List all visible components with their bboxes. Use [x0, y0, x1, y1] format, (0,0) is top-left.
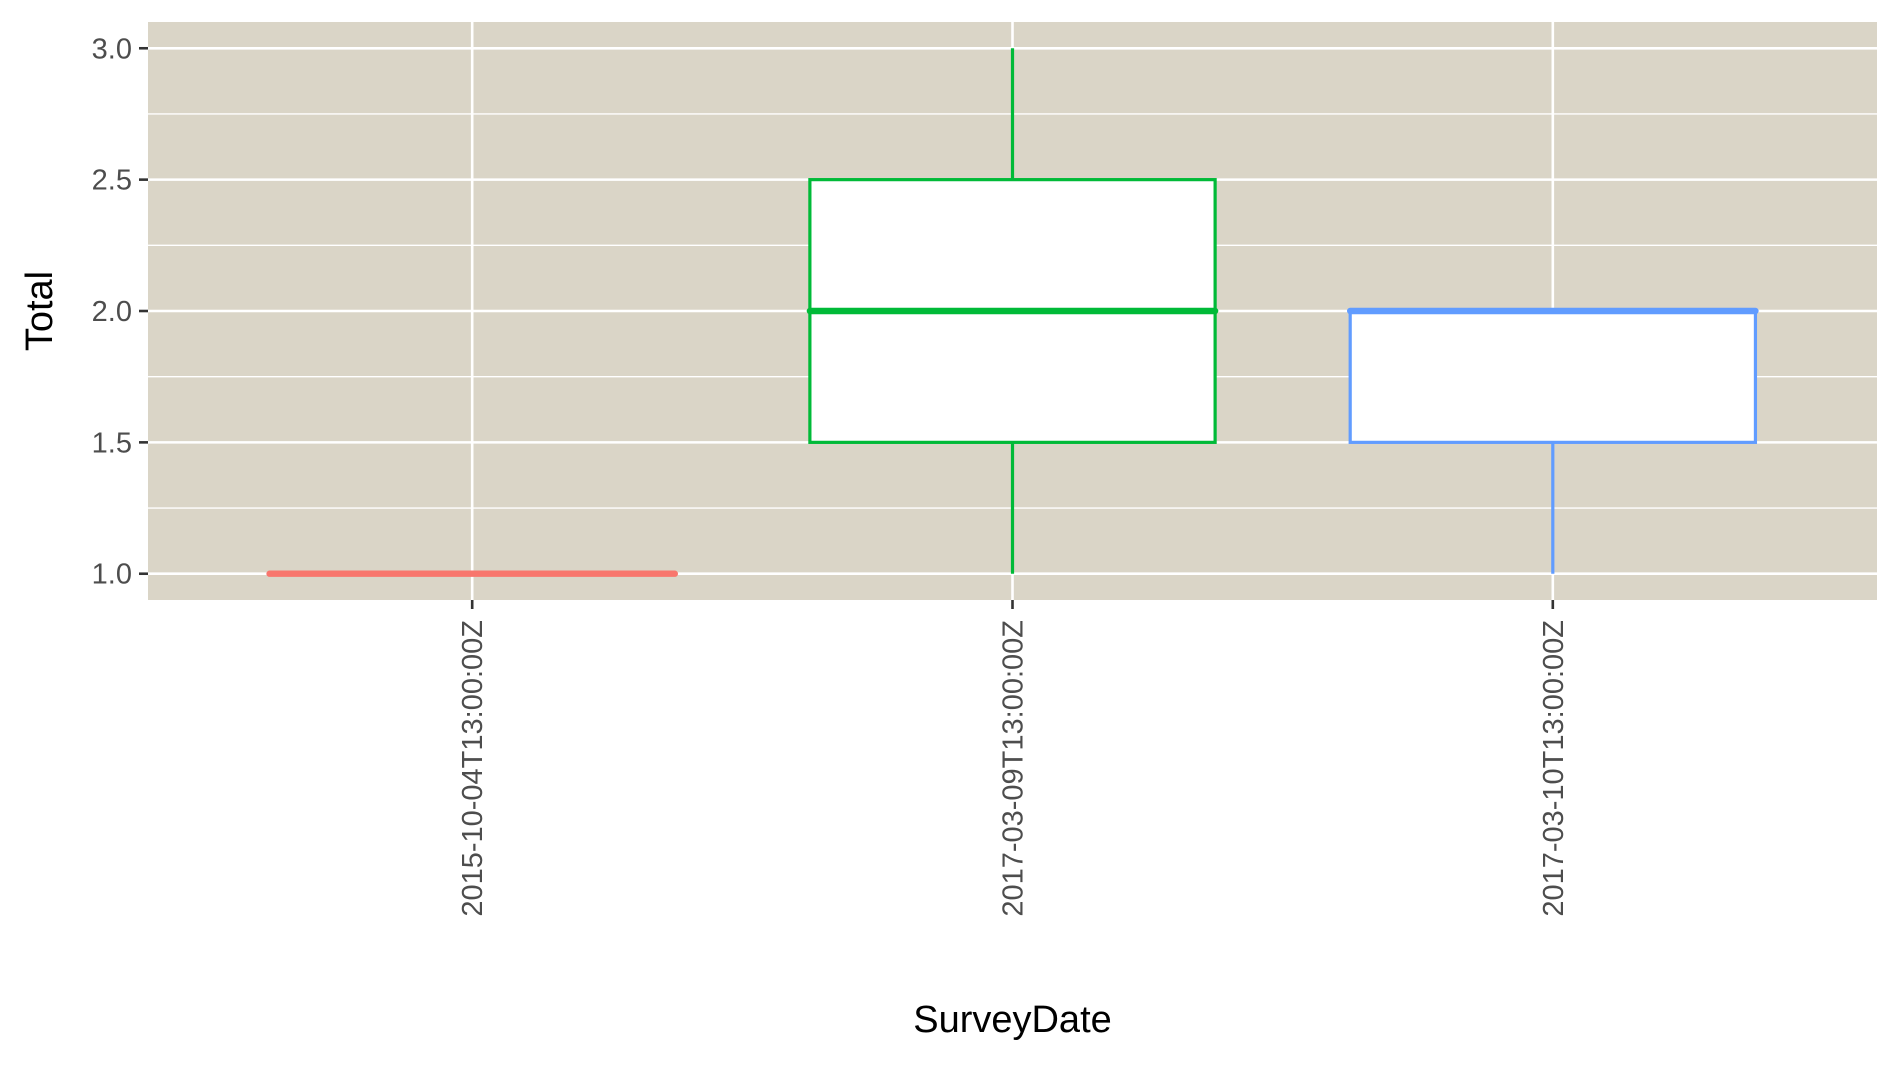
- box-3: [1346, 307, 1759, 574]
- y-tick-label: 1.5: [92, 427, 132, 459]
- x-tick-label: 2015-10-04T13:00:00Z: [457, 620, 489, 917]
- y-tick-label: 2.0: [92, 296, 132, 328]
- x-tick-label: 2017-03-10T13:00:00Z: [1538, 620, 1570, 917]
- y-tick-label: 2.5: [92, 165, 132, 197]
- y-axis-title: Total: [19, 271, 61, 351]
- box-series: [266, 48, 1759, 577]
- x-axis-title: SurveyDate: [913, 999, 1112, 1041]
- box-2: [806, 48, 1219, 574]
- x-axis: 2015-10-04T13:00:00Z 2017-03-09T13:00:00Z…: [457, 600, 1570, 917]
- y-axis: 1.0 1.5 2.0 2.5 3.0: [92, 33, 148, 591]
- x-tick-label: 2017-03-09T13:00:00Z: [998, 620, 1030, 917]
- box-body: [1348, 309, 1758, 444]
- y-tick-label: 3.0: [92, 33, 132, 65]
- y-tick-label: 1.0: [92, 559, 132, 591]
